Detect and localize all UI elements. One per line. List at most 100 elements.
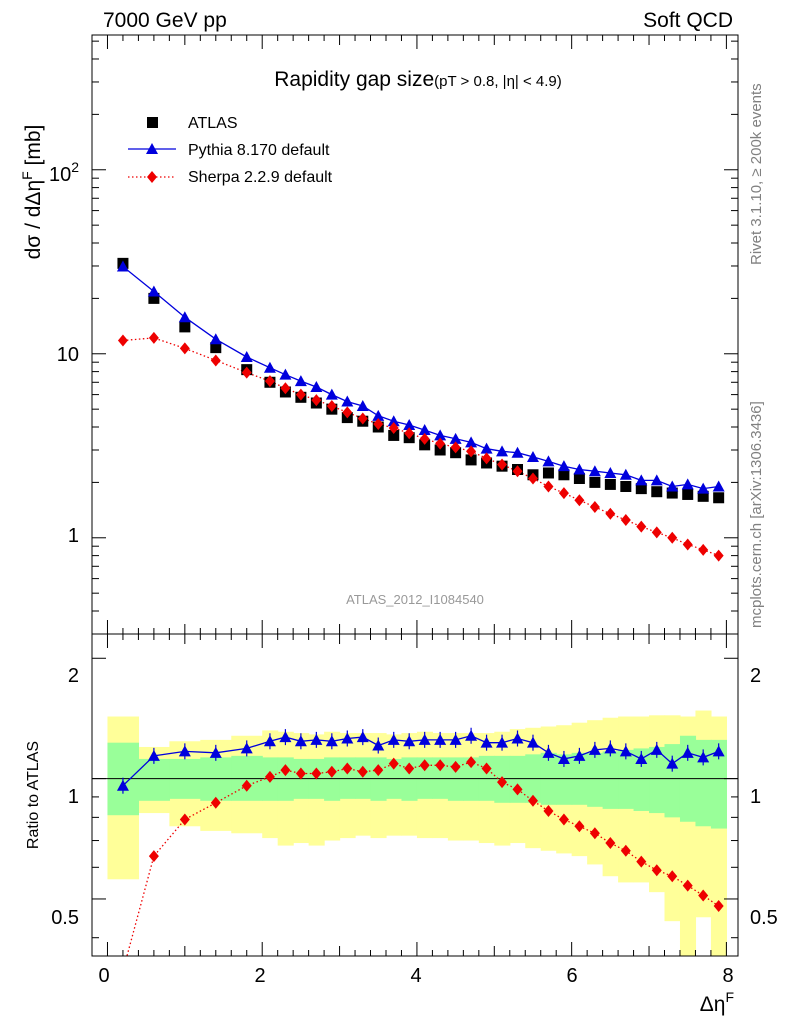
ratio-uncertainty-bands — [107, 710, 727, 956]
ratio-sherpa-point — [512, 783, 523, 796]
band-inner-bin — [710, 739, 727, 829]
atlas-point — [419, 439, 431, 451]
xtick-label-0: 0 — [98, 965, 109, 987]
ratio-sherpa-point — [342, 762, 353, 775]
sherpa-point — [527, 472, 538, 485]
pythia-point — [604, 466, 617, 478]
ratio-y-axis-label: Ratio to ATLAS — [25, 741, 42, 849]
sherpa-point — [497, 458, 508, 471]
sherpa-point — [210, 354, 221, 367]
sherpa-point — [179, 342, 190, 355]
ratio-pythia-point — [542, 746, 555, 758]
ratio-pythia-point — [116, 779, 129, 791]
ratio-sherpa-point — [682, 879, 693, 892]
sherpa-point — [404, 427, 415, 440]
ratio-plot-frame — [91, 633, 739, 957]
ratio-sherpa-point — [558, 813, 569, 826]
sherpa-point — [388, 422, 399, 435]
pythia-point — [294, 375, 307, 387]
ratio-pythia-point — [325, 735, 338, 747]
ratio-sherpa-point — [118, 965, 128, 977]
sherpa-point — [698, 543, 709, 556]
atlas-point — [388, 429, 400, 441]
ratio-sherpa-point — [264, 770, 275, 783]
ratio-sherpa-point — [713, 900, 724, 913]
ratio-sherpa-point — [280, 764, 291, 777]
main-ytick-label-1: 1 — [68, 525, 79, 547]
ratio-pythia-point — [356, 731, 369, 743]
ratio-sherpa-point — [527, 794, 538, 807]
ratio-pythia-point — [147, 749, 160, 761]
sherpa-point — [558, 487, 569, 500]
ratio-pythia-point — [178, 745, 191, 757]
atlas-point — [682, 488, 694, 500]
pythia-point — [449, 432, 462, 444]
pythia-point — [588, 465, 601, 477]
pythia-point — [147, 285, 160, 297]
legend-label-pythia: Pythia 8.170 default — [188, 142, 330, 159]
sherpa-point — [280, 382, 291, 395]
sherpa-point — [311, 394, 322, 407]
ratio-pythia-point — [635, 752, 648, 764]
pythia-point — [418, 424, 431, 436]
ratio-sherpa-point — [373, 764, 384, 777]
atlas-point — [434, 444, 446, 456]
ratio-sherpa-point — [357, 765, 368, 778]
ratio-sherpa-point — [589, 827, 600, 840]
ratio-sherpa-point — [574, 820, 585, 833]
sherpa-point — [295, 388, 306, 401]
sherpa-point — [450, 441, 461, 454]
sherpa-point — [651, 526, 662, 539]
ratio-pythia-point — [588, 743, 601, 755]
pythia-point — [573, 463, 586, 475]
sherpa-point — [117, 334, 128, 347]
sherpa-point — [326, 400, 337, 413]
ratio-sherpa-point — [326, 765, 337, 778]
ratio-sherpa-point — [481, 762, 492, 775]
sherpa-point — [264, 375, 275, 388]
ratio-pythia-point — [496, 736, 509, 748]
atlas-point — [558, 469, 570, 481]
ratio-pythia-point — [279, 731, 292, 743]
pythia-point — [542, 455, 555, 467]
pythia-point — [341, 395, 354, 407]
ratio-pythia-point — [650, 743, 663, 755]
pythia-point — [681, 478, 694, 490]
xtick-label-4: 4 — [410, 965, 421, 987]
pythia-point — [240, 351, 253, 363]
sherpa-point — [605, 507, 616, 520]
ratio-pythia-point — [387, 733, 400, 745]
pythia-point — [666, 480, 679, 492]
legend-label-sherpa: Sherpa 2.2.9 default — [188, 169, 333, 186]
axis-ticks — [92, 35, 738, 956]
pythia-point — [434, 429, 447, 441]
ratio-sherpa-point — [620, 844, 631, 857]
ratio-sherpa-point — [435, 759, 446, 772]
ratio-sherpa-point — [605, 837, 616, 850]
band-inner-bin — [138, 758, 170, 801]
sherpa-point — [435, 437, 446, 450]
atlas-point — [713, 492, 725, 504]
atlas-point — [179, 321, 191, 333]
atlas-point — [666, 487, 678, 499]
ratio-sherpa-point — [466, 756, 477, 769]
pythia-point — [356, 400, 369, 412]
legend: ATLAS Pythia 8.170 default Sherpa 2.2.9 … — [128, 115, 333, 186]
pythia-point — [116, 260, 129, 272]
ratio-pythia-point — [209, 746, 222, 758]
pythia-point — [619, 468, 632, 480]
pythia-point — [511, 446, 524, 458]
sherpa-point — [419, 432, 430, 445]
ratio-sherpa-point — [419, 759, 430, 772]
ratio-pythia-point — [712, 745, 725, 757]
sherpa-point — [620, 513, 631, 526]
ratio-pythia-point — [526, 736, 539, 748]
pythia-point — [372, 409, 385, 421]
pythia-point — [178, 311, 191, 323]
ratio-pythia-point — [294, 735, 307, 747]
sherpa-point — [357, 412, 368, 425]
ratio-ytick-label-2-left: 2 — [68, 665, 79, 687]
atlas-point — [635, 483, 647, 495]
pythia-point — [263, 361, 276, 373]
ratio-sherpa-point — [210, 796, 221, 809]
